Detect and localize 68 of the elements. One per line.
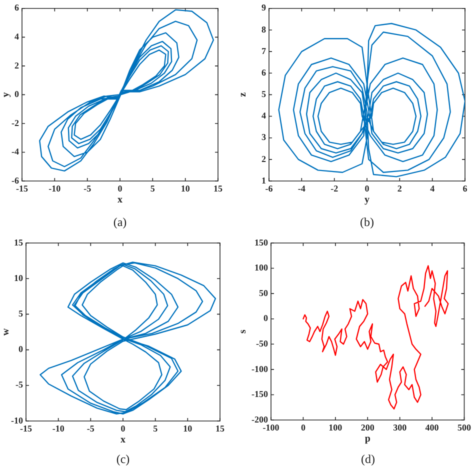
text: (c) <box>115 452 131 466</box>
x-tick-label: -10 <box>52 424 65 434</box>
y-tick-label: -50 <box>256 338 268 348</box>
y-tick-label: -5 <box>16 380 24 390</box>
x-axis-title: x <box>118 194 122 206</box>
y-tick-label: -4 <box>12 146 20 157</box>
y-tick-label: 7 <box>262 46 266 56</box>
y-tick-label: 50 <box>259 288 268 298</box>
x-axis-title: p <box>364 434 371 445</box>
y-axis-title: z <box>238 92 249 97</box>
x-tick-label: 100 <box>328 422 343 433</box>
y-tick-label: 3 <box>262 132 266 142</box>
x-tick-label: 2 <box>397 184 402 194</box>
x-tick-label: -15 <box>20 424 32 434</box>
y-tick-label: 5 <box>262 89 266 100</box>
y-tick-label: 150 <box>254 237 268 248</box>
y-tick-label: 2 <box>262 154 266 164</box>
x-tick-label: -2 <box>330 184 339 194</box>
x-tick-label: -5 <box>86 424 95 434</box>
y-tick-label: 5 <box>18 308 24 319</box>
y-tick-label: 0 <box>264 313 268 324</box>
x-tick-label: 0 <box>118 184 123 194</box>
y-tick-label: 0 <box>14 89 20 100</box>
y-axis-title: y <box>0 92 12 98</box>
y-axis-title: w <box>0 328 12 336</box>
text: (a) <box>112 215 128 229</box>
x-tick-label: -5 <box>84 184 92 194</box>
x-tick-label: 500 <box>458 422 472 433</box>
x-tick-label: 0 <box>300 422 306 433</box>
x-axis-title: y <box>364 194 370 206</box>
y-tick-label: 1 <box>262 175 266 186</box>
x-tick-label: 0 <box>364 184 370 194</box>
y-tick-label: -2 <box>12 118 20 128</box>
x-tick-label: 4 <box>430 184 436 194</box>
x-tick-label: 10 <box>183 424 193 434</box>
x-tick-label: 5 <box>150 184 156 194</box>
x-tick-label: -15 <box>16 184 28 194</box>
x-tick-label: -10 <box>48 184 62 194</box>
y-tick-label: -100 <box>252 364 268 374</box>
y-tick-label: -200 <box>252 414 268 424</box>
y-tick-label: 100 <box>254 262 268 273</box>
x-tick-label: 15 <box>216 424 225 434</box>
x-tick-label: 400 <box>425 422 440 433</box>
y-tick-label: 4 <box>262 110 266 121</box>
x-axis-title: x <box>120 434 126 446</box>
text: (d) <box>360 452 376 466</box>
x-tick-label: 0 <box>120 424 126 434</box>
x-tick-label: 300 <box>393 422 408 433</box>
y-tick-label: 6 <box>14 2 20 13</box>
y-tick-label: 9 <box>262 2 266 13</box>
x-tick-label: 200 <box>360 422 375 433</box>
y-tick-label: 10 <box>14 272 24 283</box>
x-tick-label: 6 <box>462 184 468 194</box>
y-tick-label: 15 <box>14 237 24 248</box>
y-tick-label: -150 <box>252 389 268 400</box>
y-axis-title: s <box>238 329 249 334</box>
y-tick-label: -6 <box>12 175 20 186</box>
y-tick-label: -10 <box>11 415 24 426</box>
text: (b) <box>359 215 375 229</box>
y-tick-label: 0 <box>18 344 24 354</box>
y-tick-label: 2 <box>14 60 20 70</box>
x-tick-label: 10 <box>180 184 190 194</box>
y-tick-label: 8 <box>262 24 266 34</box>
x-tick-label: 5 <box>153 424 158 434</box>
y-tick-label: 4 <box>14 31 20 42</box>
x-tick-label: -4 <box>298 184 306 194</box>
y-tick-label: 6 <box>262 67 266 78</box>
x-tick-label: 15 <box>214 184 223 194</box>
